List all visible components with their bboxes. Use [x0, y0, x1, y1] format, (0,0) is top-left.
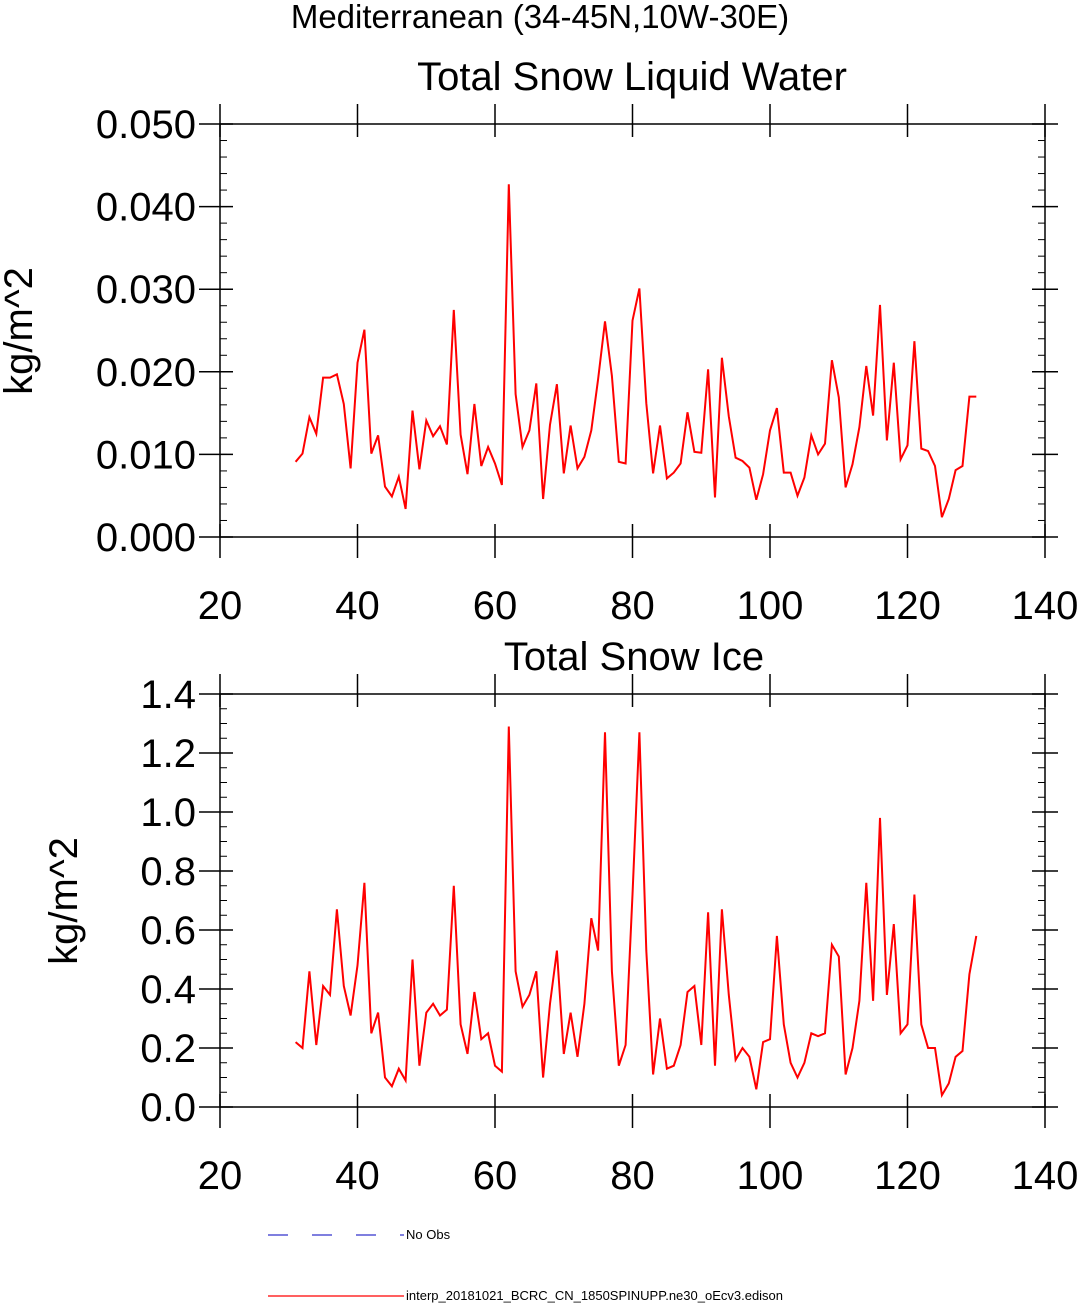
- y-tick-label: 0.4: [140, 968, 196, 1012]
- y-tick-label: 1.2: [140, 732, 196, 776]
- x-tick-label: 100: [737, 584, 804, 628]
- y-axis-label: kg/m^2: [42, 837, 86, 965]
- legend: No Obs interp_20181021_BCRC_CN_1850SPINU…: [268, 1227, 783, 1303]
- x-tick-label: 120: [874, 584, 941, 628]
- chart-panel-liquid-water: Total Snow Liquid Water kg/m^2 0.000 0.01…: [0, 55, 1078, 628]
- x-tick-label: 80: [610, 1154, 655, 1198]
- y-tick-label: 0.020: [96, 351, 196, 395]
- x-tick-label: 20: [198, 1154, 243, 1198]
- figure-title: Mediterranean (34-45N,10W-30E): [291, 0, 789, 35]
- y-tick-label: 0.8: [140, 850, 196, 894]
- x-tick-label: 140: [1012, 584, 1078, 628]
- series-line: [294, 184, 977, 518]
- y-tick-label: 0.000: [96, 516, 196, 560]
- x-tick-label: 40: [335, 584, 380, 628]
- x-tick-label: 80: [610, 584, 655, 628]
- x-tick-label: 60: [473, 584, 518, 628]
- x-tick-label: 40: [335, 1154, 380, 1198]
- y-tick-label: 0.030: [96, 268, 196, 312]
- chart-title: Total Snow Liquid Water: [417, 55, 847, 99]
- chart-title: Total Snow Ice: [504, 635, 764, 679]
- y-tick-label: 0.2: [140, 1027, 196, 1071]
- x-tick-label: 140: [1012, 1154, 1078, 1198]
- legend-label-model: interp_20181021_BCRC_CN_1850SPINUPP.ne30…: [406, 1288, 783, 1303]
- plot-area: 0.000 0.010 0.020 0.030 0.040 0.050 20 40 60 80 10…: [96, 103, 1078, 628]
- chart-panel-snow-ice: Total Snow Ice kg/m^2 0.0 0.2 0.4 0.6 0.8 1.0…: [42, 635, 1078, 1198]
- y-tick-label: 0.0: [140, 1086, 196, 1130]
- x-tick-label: 100: [737, 1154, 804, 1198]
- x-tick-label: 20: [198, 584, 243, 628]
- x-tick-label: 120: [874, 1154, 941, 1198]
- y-tick-label: 0.050: [96, 103, 196, 147]
- y-tick-label: 0.010: [96, 433, 196, 477]
- y-tick-label: 0.040: [96, 186, 196, 230]
- plot-area: 0.0 0.2 0.4 0.6 0.8 1.0 1.2 1.4 20 40 60 80 100 120 14…: [140, 673, 1078, 1198]
- y-tick-label: 1.0: [140, 791, 196, 835]
- y-tick-label: 1.4: [140, 673, 196, 717]
- legend-label-no-obs: No Obs: [406, 1227, 451, 1242]
- x-tick-label: 60: [473, 1154, 518, 1198]
- y-axis-label: kg/m^2: [0, 267, 41, 395]
- series-line: [294, 726, 978, 1099]
- y-tick-label: 0.6: [140, 909, 196, 953]
